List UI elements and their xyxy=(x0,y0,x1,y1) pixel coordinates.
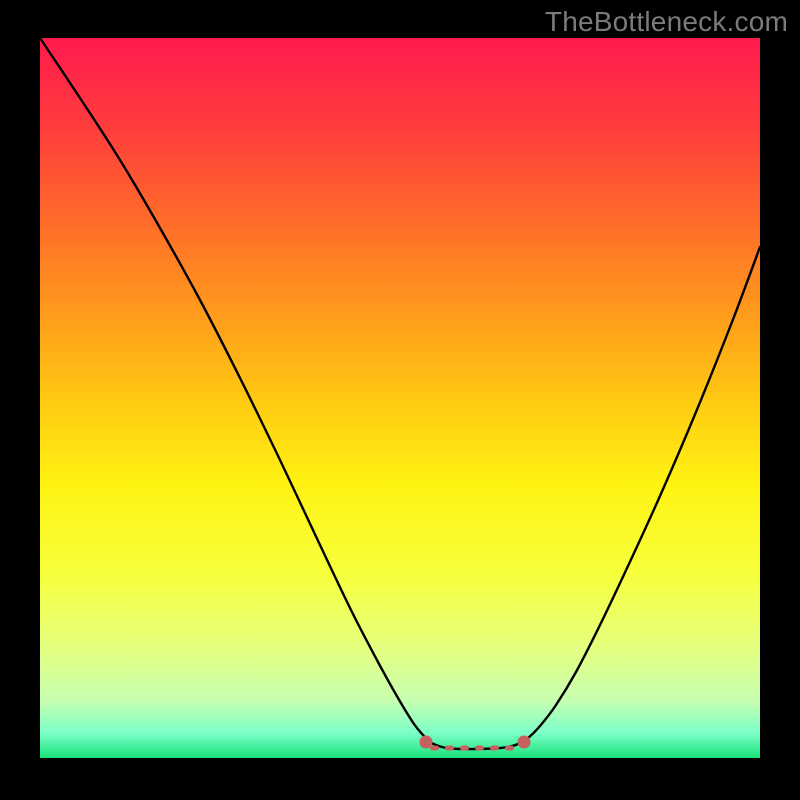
watermark-text: TheBottleneck.com xyxy=(545,6,788,38)
bottom-marker-dot-right xyxy=(518,736,531,749)
bottom-marker-dot-left xyxy=(420,736,433,749)
chart-stage: TheBottleneck.com xyxy=(0,0,800,800)
plot-background xyxy=(40,38,760,758)
bottleneck-chart xyxy=(0,0,800,800)
